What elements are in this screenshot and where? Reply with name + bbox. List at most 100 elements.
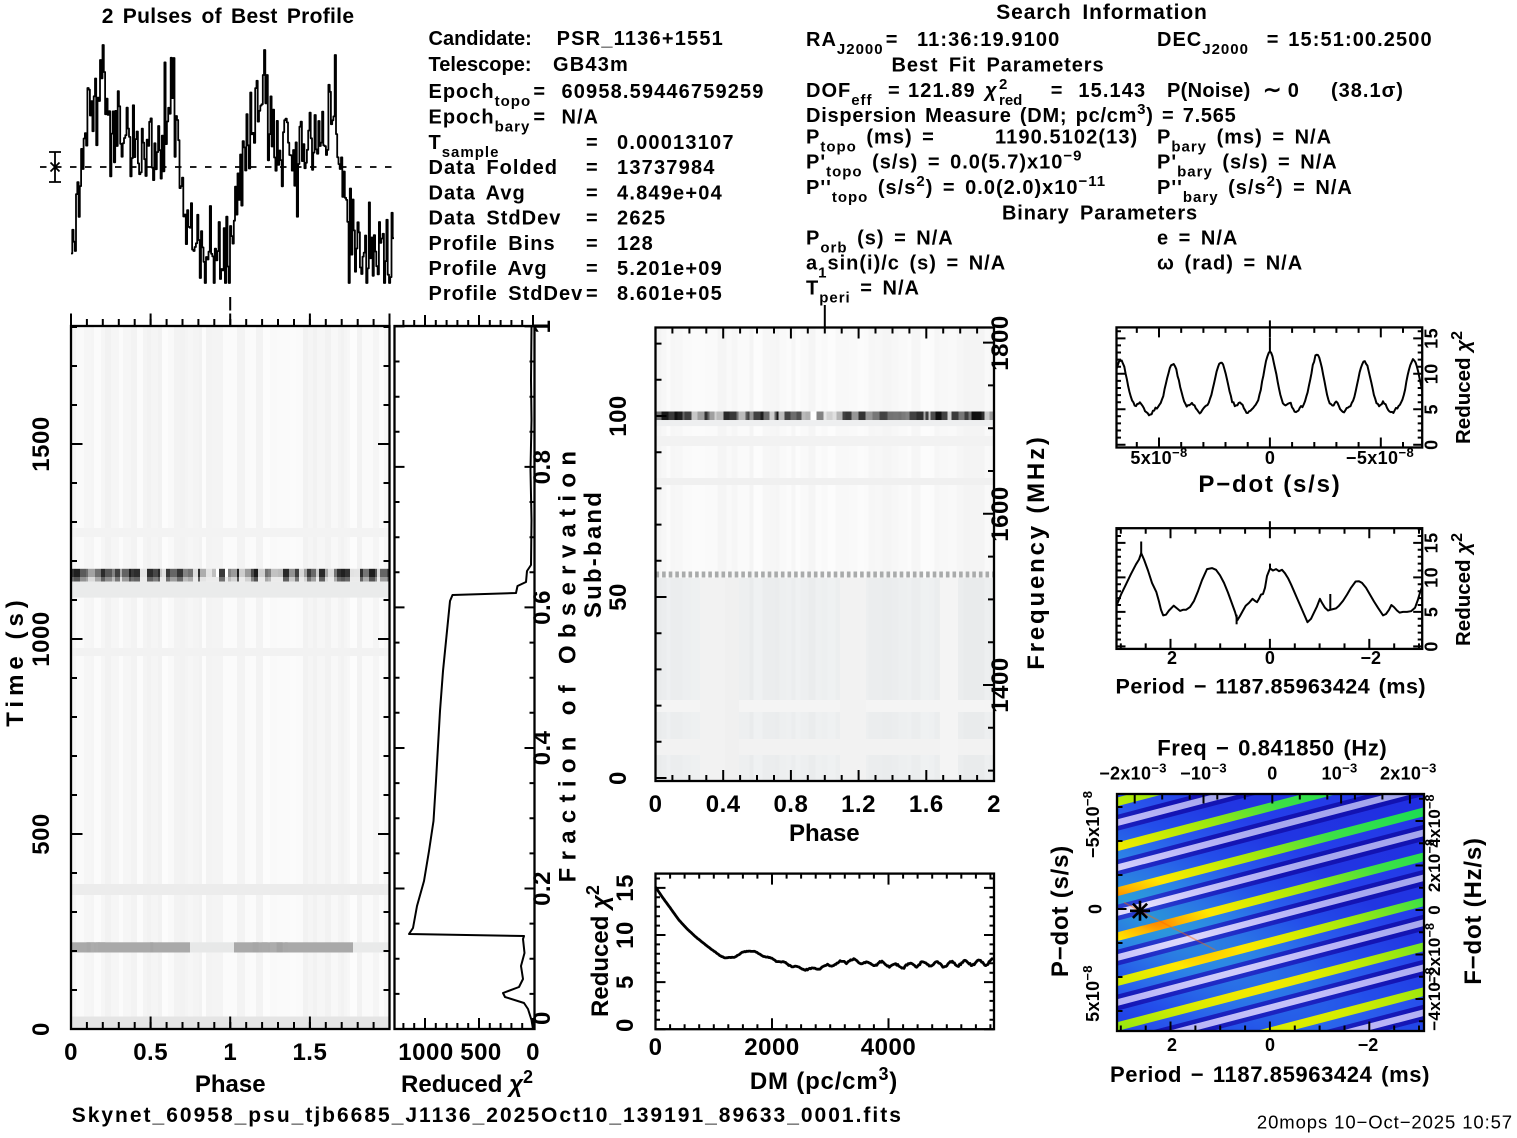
svg-text:=: =	[586, 157, 598, 179]
svg-text:8.601e+05: 8.601e+05	[617, 283, 723, 305]
svg-text:1800: 1800	[987, 315, 1014, 370]
svg-text:1000: 1000	[28, 611, 55, 666]
svg-text:=: =	[586, 182, 598, 204]
svg-text:=: =	[586, 258, 598, 280]
svg-text:2625: 2625	[617, 208, 666, 230]
svg-text:Profile StdDev: Profile StdDev	[429, 283, 584, 305]
svg-text:Best Fit Parameters: Best Fit Parameters	[892, 55, 1105, 77]
svg-text:1.5: 1.5	[292, 1039, 327, 1066]
svg-text:F−dot (Hz/s): F−dot (Hz/s)	[1460, 837, 1487, 985]
svg-text:128: 128	[617, 233, 654, 255]
svg-text:Reduced χ2: Reduced χ2	[1449, 331, 1475, 444]
svg-text:0: 0	[1267, 764, 1277, 784]
svg-text:500: 500	[460, 1039, 502, 1066]
svg-text:PSR_1136+1551: PSR_1136+1551	[557, 28, 724, 50]
svg-text:N/A: N/A	[562, 107, 599, 129]
svg-text:0: 0	[1425, 905, 1444, 914]
svg-text:Data StdDev: Data StdDev	[429, 208, 562, 230]
svg-text:2: 2	[1167, 648, 1177, 668]
svg-text:1.6: 1.6	[909, 791, 944, 818]
svg-text:GB43m: GB43m	[553, 54, 629, 76]
svg-text:1.2: 1.2	[841, 791, 876, 818]
svg-text:0: 0	[529, 1011, 556, 1025]
svg-text:60958.59446759259: 60958.59446759259	[562, 81, 765, 103]
svg-text:Reduced χ2: Reduced χ2	[401, 1067, 533, 1098]
svg-text:Profile Avg: Profile Avg	[429, 258, 548, 280]
svg-text:Freq − 0.841850 (Hz): Freq − 0.841850 (Hz)	[1157, 736, 1387, 761]
svg-text:Period − 1187.85963424 (ms): Period − 1187.85963424 (ms)	[1110, 1062, 1430, 1087]
svg-text:Dispersion Measure (DM; pc/cm3: Dispersion Measure (DM; pc/cm3) = 7.565	[806, 101, 1237, 127]
svg-text:0: 0	[64, 1039, 78, 1066]
svg-text:1000: 1000	[398, 1039, 453, 1066]
svg-text:1500: 1500	[28, 416, 55, 471]
svg-text:50: 50	[605, 583, 632, 611]
svg-text:−2: −2	[1361, 648, 1382, 668]
svg-text:Search Information: Search Information	[996, 1, 1208, 24]
svg-text:ω (rad) = N/A: ω (rad) = N/A	[1157, 253, 1303, 275]
svg-text:2: 2	[1167, 1035, 1177, 1055]
svg-text:0: 0	[526, 1039, 540, 1066]
svg-text:0.8: 0.8	[529, 449, 556, 484]
svg-text:121.89: 121.89	[908, 80, 976, 102]
svg-text:10: 10	[1422, 567, 1442, 588]
svg-text:DM (pc/cm3): DM (pc/cm3)	[750, 1064, 898, 1095]
svg-text:0: 0	[1265, 1035, 1275, 1055]
svg-text:Binary Parameters: Binary Parameters	[1002, 203, 1198, 225]
svg-text:5: 5	[612, 975, 639, 989]
svg-text:Period − 1187.85963424 (ms): Period − 1187.85963424 (ms)	[1116, 675, 1427, 699]
svg-text:Candidate:: Candidate:	[429, 28, 532, 50]
svg-text:11:36:19.9100: 11:36:19.9100	[917, 29, 1060, 51]
svg-text:Phase: Phase	[789, 820, 860, 847]
svg-text:500: 500	[28, 813, 55, 855]
svg-text:P(Noise): P(Noise)	[1167, 80, 1251, 102]
svg-text:15: 15	[1422, 532, 1442, 553]
svg-text:0.2: 0.2	[529, 871, 556, 906]
svg-text:15.143: 15.143	[1078, 80, 1146, 102]
svg-text:1: 1	[223, 1039, 237, 1066]
svg-text:15:51:00.2500: 15:51:00.2500	[1288, 29, 1432, 51]
svg-text:(38.1σ): (38.1σ)	[1331, 80, 1404, 102]
svg-text:Profile Bins: Profile Bins	[429, 233, 556, 255]
svg-text:100: 100	[605, 395, 632, 437]
svg-text:0: 0	[1265, 648, 1275, 668]
svg-text:=: =	[1267, 29, 1279, 51]
svg-text:0.6: 0.6	[529, 590, 556, 625]
svg-text:1600: 1600	[987, 486, 1014, 541]
svg-text:0: 0	[1265, 448, 1275, 468]
svg-text:0: 0	[28, 1022, 55, 1036]
svg-text:=: =	[533, 107, 546, 129]
svg-text:e = N/A: e = N/A	[1157, 228, 1238, 250]
svg-text:Data Folded: Data Folded	[429, 157, 558, 179]
svg-text:2: 2	[987, 791, 1001, 818]
svg-text:0.4: 0.4	[529, 730, 556, 765]
svg-text:Data Avg: Data Avg	[429, 182, 526, 204]
svg-text:0: 0	[612, 1018, 639, 1032]
svg-text:Skynet_60958_psu_tjb6685_J1136: Skynet_60958_psu_tjb6685_J1136_2025Oct10…	[72, 1104, 903, 1127]
svg-text:Reduced χ2: Reduced χ2	[583, 885, 614, 1017]
svg-text:=: =	[533, 81, 546, 103]
svg-text:1400: 1400	[987, 657, 1014, 712]
svg-text:0: 0	[1422, 641, 1442, 651]
svg-text:20mops 10−Oct−2025 10:57: 20mops 10−Oct−2025 10:57	[1257, 1111, 1513, 1132]
svg-text:0.4: 0.4	[706, 791, 741, 818]
svg-text:Sub-band: Sub-band	[580, 490, 607, 618]
svg-text:1: 1	[529, 319, 556, 333]
svg-text:2: 2	[999, 76, 1007, 93]
svg-text:10: 10	[612, 921, 639, 949]
svg-text:0: 0	[649, 791, 663, 818]
svg-text:0: 0	[1288, 80, 1299, 102]
svg-text:4.849e+04: 4.849e+04	[617, 182, 723, 204]
svg-text:5: 5	[1422, 404, 1442, 414]
svg-text:2 Pulses of Best Profile: 2 Pulses of Best Profile	[102, 5, 355, 28]
svg-text:15: 15	[612, 874, 639, 902]
svg-text:Fraction of Observation: Fraction of Observation	[555, 444, 582, 883]
svg-text:2000: 2000	[744, 1034, 799, 1061]
svg-text:Telescope:: Telescope:	[429, 54, 532, 76]
svg-text:0: 0	[1086, 904, 1106, 914]
svg-text:−2: −2	[1358, 1035, 1379, 1055]
svg-text:χ: χ	[983, 80, 998, 102]
svg-text:=: =	[888, 80, 900, 102]
svg-text:Phase: Phase	[195, 1071, 266, 1098]
svg-text:5.201e+09: 5.201e+09	[617, 258, 723, 280]
svg-text:Frequency (MHz): Frequency (MHz)	[1023, 434, 1050, 669]
